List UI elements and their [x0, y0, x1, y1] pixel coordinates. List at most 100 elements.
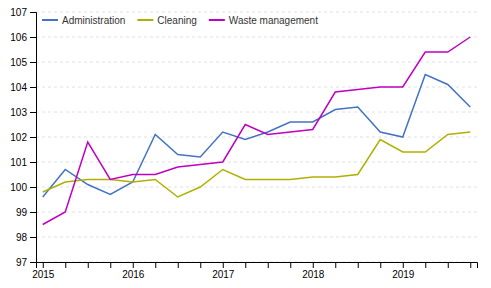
tick: 2018	[302, 262, 325, 280]
tick-mark	[200, 262, 201, 268]
tick-mark	[223, 262, 224, 268]
tick-mark	[133, 262, 134, 268]
tick	[380, 262, 381, 268]
tick-mark	[380, 262, 381, 268]
plot: 9798991001011021031041051061072015201620…	[10, 7, 477, 280]
grid-line	[36, 87, 477, 88]
tick	[110, 262, 111, 268]
tick-mark	[30, 162, 36, 163]
tick-mark	[245, 262, 246, 268]
tick-label: 99	[16, 207, 28, 218]
tick-mark	[403, 262, 404, 268]
legend-item: Administration	[42, 15, 125, 26]
tick: 106	[10, 32, 36, 43]
tick-mark	[30, 62, 36, 63]
tick	[358, 262, 359, 268]
tick	[65, 262, 66, 268]
tick: 2016	[122, 262, 145, 280]
tick-mark	[30, 12, 36, 13]
tick-mark	[30, 237, 36, 238]
tick: 2017	[212, 262, 235, 280]
tick-mark	[30, 37, 36, 38]
tick-mark	[448, 262, 449, 268]
tick-label: 97	[16, 257, 28, 268]
tick-label: 100	[10, 182, 27, 193]
tick-mark	[30, 187, 36, 188]
tick-label: 2019	[392, 269, 415, 280]
tick	[335, 262, 336, 268]
tick	[268, 262, 269, 268]
tick: 98	[16, 232, 36, 243]
tick-mark	[30, 137, 36, 138]
x-axis: 2015 2016 2017 2018 2019	[32, 262, 477, 280]
legend-label: Cleaning	[157, 15, 196, 26]
tick	[245, 262, 246, 268]
tick: 2019	[392, 262, 415, 280]
grid	[36, 12, 477, 262]
tick-label: 2017	[212, 269, 235, 280]
series-line	[43, 132, 471, 197]
tick-label: 104	[10, 82, 27, 93]
tick	[88, 262, 89, 268]
tick-mark	[30, 262, 36, 263]
tick: 100	[10, 182, 36, 193]
tick: 97	[16, 257, 36, 268]
tick: 105	[10, 57, 36, 68]
tick-label: 102	[10, 132, 27, 143]
tick: 102	[10, 132, 36, 143]
legend-item: Waste management	[209, 15, 318, 26]
grid-line	[36, 12, 477, 13]
tick-mark	[358, 262, 359, 268]
tick-label: 101	[10, 157, 27, 168]
tick-mark	[30, 212, 36, 213]
tick-mark	[290, 262, 291, 268]
grid-line	[36, 37, 477, 38]
tick: 107	[10, 7, 36, 18]
tick	[178, 262, 179, 268]
tick	[290, 262, 291, 268]
legend-swatch	[209, 19, 225, 21]
tick	[425, 262, 426, 268]
tick-label: 2015	[32, 269, 55, 280]
tick: 99	[16, 207, 36, 218]
grid-line	[36, 137, 477, 138]
tick-label: 98	[16, 232, 28, 243]
tick-mark	[335, 262, 336, 268]
tick-mark	[65, 262, 66, 268]
tick-mark	[43, 262, 44, 268]
grid-line	[36, 62, 477, 63]
tick	[155, 262, 156, 268]
tick-mark	[30, 112, 36, 113]
y-axis: 97 98 99 100 101 102 103 104 105 106 107	[10, 7, 36, 268]
legend-swatch	[42, 19, 58, 21]
grid-line	[36, 212, 477, 213]
series-line	[43, 75, 471, 198]
grid-line	[36, 237, 477, 238]
legend-label: Waste management	[229, 15, 318, 26]
tick-label: 106	[10, 32, 27, 43]
tick-mark	[88, 262, 89, 268]
tick-mark	[178, 262, 179, 268]
tick	[470, 262, 471, 268]
tick-label: 2018	[302, 269, 325, 280]
grid-line	[36, 187, 477, 188]
tick-label: 103	[10, 107, 27, 118]
tick-mark	[30, 87, 36, 88]
series-line	[43, 37, 471, 225]
tick-label: 2016	[122, 269, 145, 280]
tick-label: 105	[10, 57, 27, 68]
legend-label: Administration	[62, 15, 125, 26]
tick: 104	[10, 82, 36, 93]
tick-mark	[313, 262, 314, 268]
chart: 9798991001011021031041051061072015201620…	[0, 0, 491, 288]
tick-mark	[470, 262, 471, 268]
tick-label: 107	[10, 7, 27, 18]
legend-item: Cleaning	[137, 15, 196, 26]
axis-line	[37, 263, 478, 269]
axis-line	[30, 13, 37, 263]
tick-mark	[425, 262, 426, 268]
tick-mark	[155, 262, 156, 268]
legend-swatch	[137, 19, 153, 21]
legend: Administration Cleaning Waste management	[42, 15, 318, 26]
grid-line	[36, 162, 477, 163]
